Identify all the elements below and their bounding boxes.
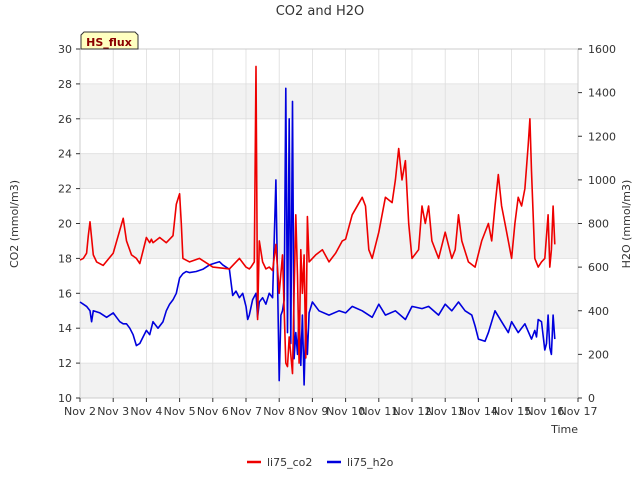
y-axis-left: 10 12 14 16 18 20 22 24 26 28 30 (58, 43, 80, 405)
badge-box (80, 31, 139, 50)
x-tick-label: Nov 6 (197, 405, 229, 418)
y-axis-left-label: CO2 (mmol/m3) (8, 180, 21, 268)
y-tick-label-right: 800 (588, 218, 609, 231)
y-tick-label-right: 1200 (588, 130, 616, 143)
y-axis-right-label: H2O (mmol/m3) (620, 180, 633, 269)
x-tick-label: Nov 7 (230, 405, 262, 418)
x-tick-label: Nov 12 (393, 405, 432, 418)
y-tick-label-left: 26 (58, 113, 72, 126)
y-tick-label-left: 24 (58, 148, 72, 161)
y-tick-label-left: 10 (58, 392, 72, 405)
y-tick-label-left: 22 (58, 183, 72, 196)
y-tick-label-left: 16 (58, 287, 72, 300)
x-tick-label: Nov 15 (492, 405, 531, 418)
y-tick-label-right: 0 (588, 392, 595, 405)
background-band (80, 363, 578, 398)
series-layer (79, 65, 556, 386)
x-tick-label: Nov 8 (263, 405, 295, 418)
series-line-li75_h2o (79, 87, 556, 386)
y-tick-label-right: 1600 (588, 43, 616, 56)
x-axis: Nov 2 Nov 3 Nov 4 Nov 5 Nov 6 Nov 7 Nov 8 Nov 9… (64, 398, 597, 418)
y-tick-label-right: 600 (588, 261, 609, 274)
background-band (80, 83, 578, 119)
hs-flux-badge: HS_flux (80, 31, 139, 50)
y-tick-label-right: 1400 (588, 87, 616, 100)
x-tick-label: Nov 16 (525, 405, 564, 418)
x-tick-label: Nov 5 (164, 405, 196, 418)
legend-label-h2o: li75_h2o (347, 456, 394, 469)
x-tick-label: Nov 10 (326, 405, 365, 418)
y-tick-label-left: 18 (58, 252, 72, 265)
y-tick-label-left: 14 (58, 322, 72, 335)
y-axis-right: 0 200 400 600 800 1000 1200 1400 1600 (578, 43, 616, 405)
x-tick-label: Nov 13 (426, 405, 465, 418)
background-band (80, 153, 578, 189)
y-tick-label-right: 200 (588, 348, 609, 361)
y-tick-label-left: 20 (58, 218, 72, 231)
x-tick-label: Nov 4 (130, 405, 162, 418)
y-tick-label-left: 12 (58, 357, 72, 370)
y-tick-label-left: 30 (58, 43, 72, 56)
y-tick-label-right: 400 (588, 305, 609, 318)
x-tick-label: Nov 9 (296, 405, 328, 418)
x-axis-label: Time (550, 423, 578, 436)
x-tick-label: Nov 3 (97, 405, 129, 418)
legend-label-co2: li75_co2 (267, 456, 312, 469)
x-tick-label: Nov 17 (559, 405, 598, 418)
x-tick-label: Nov 2 (64, 405, 96, 418)
y-tick-label-left: 28 (58, 78, 72, 91)
badge-label: HS_flux (86, 36, 132, 49)
y-tick-label-right: 1000 (588, 174, 616, 187)
x-tick-label: Nov 11 (359, 405, 398, 418)
legend: li75_co2 li75_h2o (247, 456, 394, 469)
series-line-li75_co2 (79, 65, 556, 375)
chart-title: CO2 and H2O (276, 4, 365, 19)
x-tick-label: Nov 14 (459, 405, 498, 418)
